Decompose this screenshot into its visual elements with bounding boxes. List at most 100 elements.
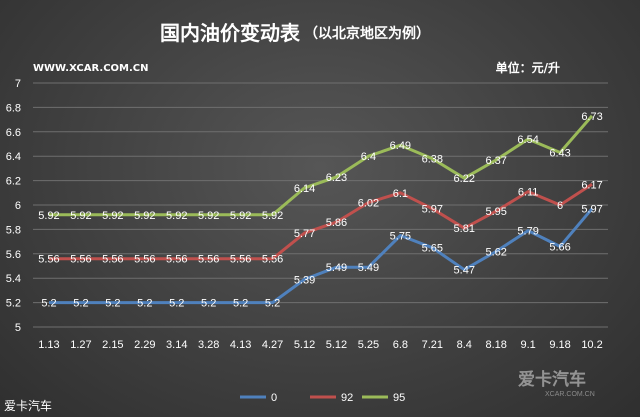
y-tick-label: 6	[15, 200, 21, 212]
data-label: 5.2	[73, 298, 88, 310]
y-tick-label: 5.6	[6, 249, 21, 261]
data-labels: 5.2 5.2 5.2 5.2 5.2 5.2 5.2 5.2 5.39 5.49 5.49 5.75…	[38, 111, 602, 310]
data-label: 5.47	[454, 265, 475, 277]
y-tick-label: 7	[15, 78, 21, 90]
x-tick-label: 5.12	[294, 339, 315, 351]
data-label: 5.77	[294, 228, 315, 240]
data-label: 5.92	[166, 210, 187, 222]
y-tick-label: 6.6	[6, 127, 21, 139]
source-label: WWW.XCAR.COM.CN	[33, 63, 149, 74]
data-label: 5.2	[201, 298, 216, 310]
unit-label: 单位：元/升	[496, 60, 560, 75]
footer-brand-text: 爱卡汽车	[4, 398, 52, 413]
x-tick-label: 4.13	[230, 339, 251, 351]
data-label: 5.86	[326, 217, 347, 229]
data-label: 5.95	[485, 206, 506, 218]
data-label: 5.97	[581, 204, 602, 216]
data-label: 6.4	[361, 151, 376, 163]
data-label: 5.56	[230, 254, 251, 266]
x-tick-label: 6.8	[393, 339, 408, 351]
data-label: 6	[557, 200, 563, 212]
x-tick-label: 9.1	[520, 339, 535, 351]
series-line-0	[49, 207, 594, 305]
data-label: 6.02	[358, 198, 379, 210]
data-label: 5.92	[70, 210, 91, 222]
x-tick-label: 1.13	[38, 339, 59, 351]
y-tick-label: 6.2	[6, 176, 21, 188]
y-axis: 5 5.2 5.4 5.6 5.8 6 6.2 6.4 6.6 6.8 7	[6, 78, 21, 334]
x-tick-label: 4.27	[262, 339, 283, 351]
data-label: 5.56	[262, 254, 283, 266]
data-label: 6.54	[517, 134, 538, 146]
legend: 0 92 95	[240, 392, 405, 404]
data-label: 5.92	[134, 210, 155, 222]
data-label: 5.92	[198, 210, 219, 222]
data-label: 5.81	[454, 223, 475, 235]
data-label: 5.62	[485, 246, 506, 258]
x-tick-label: 2.29	[134, 339, 155, 351]
x-tick-label: 1.27	[70, 339, 91, 351]
x-tick-label: 3.28	[198, 339, 219, 351]
data-label: 5.65	[422, 243, 443, 255]
legend-label-95: 95	[393, 392, 405, 404]
data-label: 6.37	[485, 155, 506, 167]
y-tick-label: 6.8	[6, 102, 21, 114]
series-line-92	[49, 183, 593, 261]
y-tick-label: 5.8	[6, 224, 21, 236]
data-label: 6.73	[581, 111, 602, 123]
x-tick-label: 5.12	[326, 339, 347, 351]
data-label: 5.92	[102, 210, 123, 222]
data-label: 6.23	[326, 172, 347, 184]
legend-label-92: 92	[341, 392, 353, 404]
data-label: 5.56	[134, 254, 155, 266]
data-label: 5.75	[390, 231, 411, 243]
data-label: 6.1	[393, 188, 408, 200]
data-label: 6.22	[454, 173, 475, 185]
data-label: 5.2	[105, 298, 120, 310]
x-tick-label: 7.21	[422, 339, 443, 351]
data-label: 5.2	[41, 298, 56, 310]
data-label: 5.92	[230, 210, 251, 222]
y-tick-label: 6.4	[6, 151, 21, 163]
data-label: 5.2	[265, 298, 280, 310]
gridlines	[33, 82, 608, 328]
xcar-logo: 爱卡汽车 XCAR.COM.CN	[518, 369, 595, 398]
data-label: 5.2	[169, 298, 184, 310]
x-tick-label: 5.25	[358, 339, 379, 351]
data-label: 5.2	[137, 298, 152, 310]
legend-label-0: 0	[271, 392, 277, 404]
logo-subtext: XCAR.COM.CN	[545, 391, 595, 398]
data-label: 5.56	[198, 254, 219, 266]
y-tick-label: 5.2	[6, 298, 21, 310]
x-tick-label: 9.18	[549, 339, 570, 351]
x-tick-label: 8.18	[485, 339, 506, 351]
chart-subtitle: （以北京地区为例）	[304, 25, 430, 42]
chart-title: 国内油价变动表	[160, 21, 301, 45]
data-label: 6.11	[518, 187, 539, 199]
y-tick-label: 5.4	[6, 273, 21, 285]
data-label: 5.39	[294, 274, 315, 286]
data-label: 5.66	[549, 241, 570, 253]
data-label: 5.97	[422, 204, 443, 216]
x-tick-label: 10.2	[581, 339, 602, 351]
data-label: 5.56	[102, 254, 123, 266]
series-lines	[49, 114, 594, 305]
data-label: 5.92	[38, 210, 59, 222]
data-label: 6.49	[390, 140, 411, 152]
data-label: 5.49	[358, 262, 379, 274]
logo-text: 爱卡汽车	[518, 369, 586, 390]
data-label: 5.92	[262, 210, 283, 222]
y-tick-label: 5	[15, 322, 21, 334]
data-label: 6.38	[422, 154, 443, 166]
data-label: 6.14	[294, 183, 315, 195]
data-label: 5.56	[70, 254, 91, 266]
data-label: 5.56	[166, 254, 187, 266]
data-label: 5.49	[326, 262, 347, 274]
data-label: 6.43	[549, 148, 570, 160]
x-tick-label: 2.15	[102, 339, 123, 351]
data-label: 6.17	[581, 179, 602, 191]
data-label: 5.2	[233, 298, 248, 310]
series-line-95	[49, 114, 594, 217]
